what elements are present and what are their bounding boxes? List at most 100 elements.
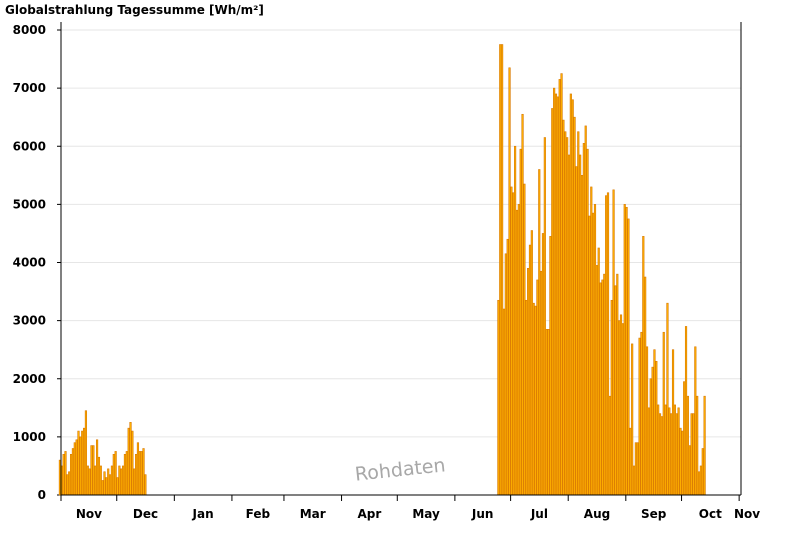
bar <box>670 413 673 496</box>
bar <box>566 137 569 496</box>
bar <box>116 477 119 496</box>
bar <box>543 137 546 496</box>
bar <box>133 468 136 496</box>
y-tick-label: 8000 <box>13 23 46 37</box>
bar <box>660 416 663 496</box>
bar <box>556 96 559 496</box>
bar <box>107 468 110 496</box>
bar <box>586 148 589 496</box>
bar <box>88 468 91 496</box>
bar <box>97 456 101 496</box>
bar <box>694 346 697 496</box>
bar <box>551 108 554 496</box>
bar <box>703 395 706 496</box>
bar <box>142 448 145 496</box>
bar <box>532 302 535 496</box>
bar <box>553 87 556 496</box>
bar <box>504 253 507 496</box>
bar <box>644 276 647 496</box>
x-tick-label: Mar <box>300 507 326 521</box>
bar <box>625 206 628 496</box>
bar <box>527 268 530 496</box>
bar <box>515 209 519 496</box>
bar <box>569 93 572 496</box>
bar <box>510 186 513 496</box>
bar <box>129 422 132 496</box>
bar <box>629 427 632 496</box>
bar <box>686 395 689 496</box>
bar <box>584 125 587 496</box>
bar <box>554 93 558 496</box>
bar <box>538 169 541 496</box>
x-tick-label: Jan <box>192 507 214 521</box>
bar <box>499 44 502 496</box>
grid-lines <box>61 29 741 438</box>
bar <box>83 427 86 496</box>
y-tick-label: 5000 <box>13 197 46 211</box>
chart-title: Globalstrahlung Tagessumme [Wh/m²] <box>5 3 264 17</box>
bar <box>136 442 140 496</box>
bar <box>655 361 658 496</box>
bar <box>528 244 532 496</box>
bar <box>588 215 591 496</box>
bar <box>631 343 634 496</box>
bar <box>634 442 637 496</box>
bar <box>564 131 567 496</box>
bar <box>73 442 76 496</box>
bar <box>642 236 645 496</box>
bar <box>675 413 678 496</box>
bar <box>105 477 108 496</box>
bar <box>619 314 623 496</box>
bar <box>647 407 650 496</box>
bar <box>610 299 613 496</box>
bar <box>679 427 682 496</box>
bar <box>677 407 680 496</box>
bar <box>525 299 528 496</box>
x-tick-label: Jun <box>471 507 494 521</box>
bar <box>114 451 117 496</box>
y-tick-label: 2000 <box>13 372 46 386</box>
bar <box>582 143 585 496</box>
bar <box>684 326 688 496</box>
bar <box>567 154 571 496</box>
bar <box>131 430 134 496</box>
bar <box>502 308 506 496</box>
bar <box>127 427 130 496</box>
bar <box>514 145 517 496</box>
x-tick-label: Nov <box>76 507 102 521</box>
bar <box>657 404 660 496</box>
bar <box>671 349 675 496</box>
bar <box>614 285 617 496</box>
bar <box>593 204 597 496</box>
bar <box>549 236 552 496</box>
bar <box>103 471 106 496</box>
bar <box>66 474 69 496</box>
bar <box>71 448 75 496</box>
bar <box>664 404 667 496</box>
bar <box>590 186 593 496</box>
bar <box>651 366 654 496</box>
bar <box>86 465 89 496</box>
bar <box>697 471 701 496</box>
bar <box>508 67 511 496</box>
x-tick-label: Jul <box>530 507 548 521</box>
bar <box>638 337 641 496</box>
x-tick-label: May <box>412 507 440 521</box>
bar <box>144 474 147 496</box>
bar <box>599 282 602 496</box>
x-tick-label: Oct <box>699 507 722 521</box>
bar <box>683 381 686 496</box>
bar <box>580 175 584 496</box>
bar <box>92 445 95 496</box>
bar <box>79 436 82 496</box>
bar <box>521 113 524 496</box>
bar <box>606 192 610 496</box>
bar <box>618 320 621 496</box>
bar <box>547 329 550 496</box>
bar <box>608 395 611 496</box>
bar <box>653 349 656 496</box>
bar <box>110 465 114 496</box>
bar <box>571 99 574 496</box>
bar <box>627 218 630 496</box>
bar <box>603 273 606 496</box>
